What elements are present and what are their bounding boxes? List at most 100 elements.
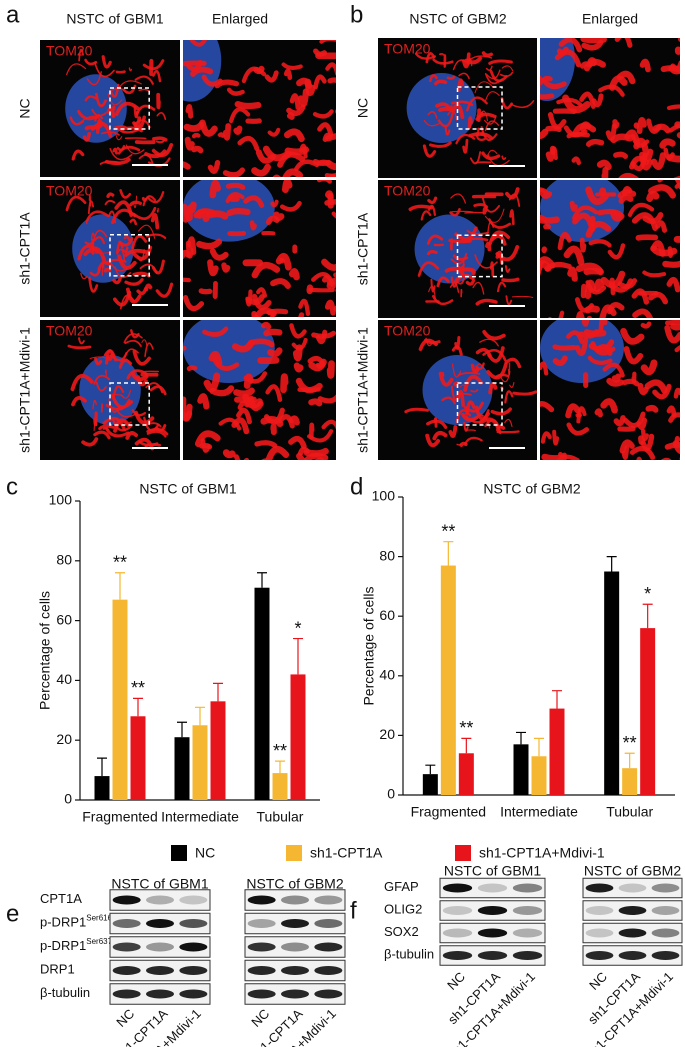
mitochondria — [623, 346, 644, 365]
mitochondria — [112, 276, 123, 285]
mitochondria — [633, 137, 650, 157]
mitochondria — [674, 345, 680, 353]
mitochondria — [313, 74, 327, 90]
mitochondria — [87, 200, 95, 215]
blot-title: NSTC of GBM1 — [111, 876, 208, 892]
mitochondria — [261, 458, 270, 460]
mitochondria — [427, 204, 436, 216]
mitochondria — [605, 123, 617, 141]
error-bar — [275, 760, 285, 774]
row-label: NC — [17, 98, 33, 118]
mitochondria — [212, 280, 218, 299]
mitochondria — [428, 74, 438, 83]
micrograph — [378, 38, 537, 178]
mitochondria — [265, 215, 280, 225]
y-tick-label: 40 — [56, 671, 72, 687]
mitochondria — [485, 65, 493, 71]
mitochondria — [427, 196, 438, 205]
stain-label: TOM20 — [384, 41, 431, 57]
mitochondria — [598, 464, 613, 476]
y-tick-label: 80 — [56, 552, 72, 568]
error-bar — [552, 690, 562, 709]
mitochondria — [428, 285, 436, 300]
mitochondria — [489, 261, 495, 277]
mitochondria — [638, 435, 646, 445]
mitochondria — [101, 55, 112, 69]
mitochondria — [482, 348, 507, 362]
mitochondria — [83, 246, 107, 264]
blot-title: NSTC of GBM2 — [584, 863, 681, 879]
mitochondria — [432, 58, 454, 65]
mitochondria — [574, 337, 589, 357]
mitochondria — [288, 435, 307, 450]
mitochondria — [451, 363, 462, 378]
mitochondria — [562, 94, 591, 114]
mitochondria — [640, 428, 649, 442]
mitochondria — [234, 100, 262, 110]
mitochondria — [293, 362, 304, 373]
mitochondria — [313, 48, 328, 57]
mitochondria — [579, 61, 593, 69]
protein-name: GFAP — [384, 879, 419, 894]
mitochondria — [247, 338, 275, 348]
panel-letter: f — [350, 897, 357, 924]
mitochondria — [676, 132, 680, 139]
blot-band — [477, 883, 508, 893]
mitochondria — [663, 147, 675, 161]
bar — [174, 737, 190, 800]
y-tick-label: 40 — [379, 667, 395, 683]
mitochondria — [565, 403, 581, 419]
mitochondria — [645, 404, 659, 413]
bar — [549, 708, 565, 795]
mitochondria — [243, 195, 265, 208]
mitochondria — [138, 154, 154, 164]
error-bar — [461, 737, 472, 754]
mitochondria — [115, 70, 126, 74]
mitochondria — [425, 337, 433, 347]
blot-band — [442, 928, 473, 938]
mitochondria — [309, 422, 315, 440]
lane-label: NC — [586, 969, 610, 993]
image-content — [183, 320, 336, 473]
mitochondria — [487, 218, 512, 229]
mitochondria — [207, 259, 219, 277]
mitochondria — [104, 199, 116, 206]
mitochondria — [637, 382, 649, 396]
mitochondria — [556, 97, 583, 107]
mitochondria — [507, 362, 511, 376]
mitochondria — [602, 362, 625, 378]
bar — [531, 756, 547, 795]
mitochondria — [282, 168, 304, 177]
micrograph — [40, 180, 180, 317]
mitochondria — [103, 267, 112, 273]
mitochondria — [279, 200, 302, 212]
mitochondria — [674, 121, 680, 129]
mitochondria — [317, 122, 334, 138]
significance: ** — [113, 553, 127, 573]
zoom-box — [456, 86, 503, 130]
mitochondria — [587, 355, 613, 366]
mitochondria — [284, 146, 310, 156]
blot-band — [146, 989, 174, 999]
mitochondria — [666, 276, 680, 293]
mitochondria — [540, 361, 549, 376]
mitochondria — [129, 218, 138, 226]
blot-band — [477, 928, 508, 938]
mitochondria — [601, 166, 609, 178]
mitochondria — [441, 396, 456, 405]
blot-band — [281, 942, 309, 952]
mitochondria — [500, 386, 504, 390]
mitochondria — [126, 369, 148, 380]
mitochondria — [133, 105, 139, 119]
blot-strip — [244, 889, 346, 911]
mitochondria — [558, 38, 583, 53]
mitochondria — [345, 143, 350, 151]
mitochondria — [225, 472, 244, 473]
blot-row-label: SOX2 — [384, 924, 419, 939]
mitochondria — [82, 132, 92, 142]
mitochondria — [457, 372, 481, 377]
mitochondria — [437, 112, 454, 128]
mitochondria — [260, 321, 272, 330]
blot-band — [146, 942, 174, 952]
mitochondria — [540, 401, 555, 413]
